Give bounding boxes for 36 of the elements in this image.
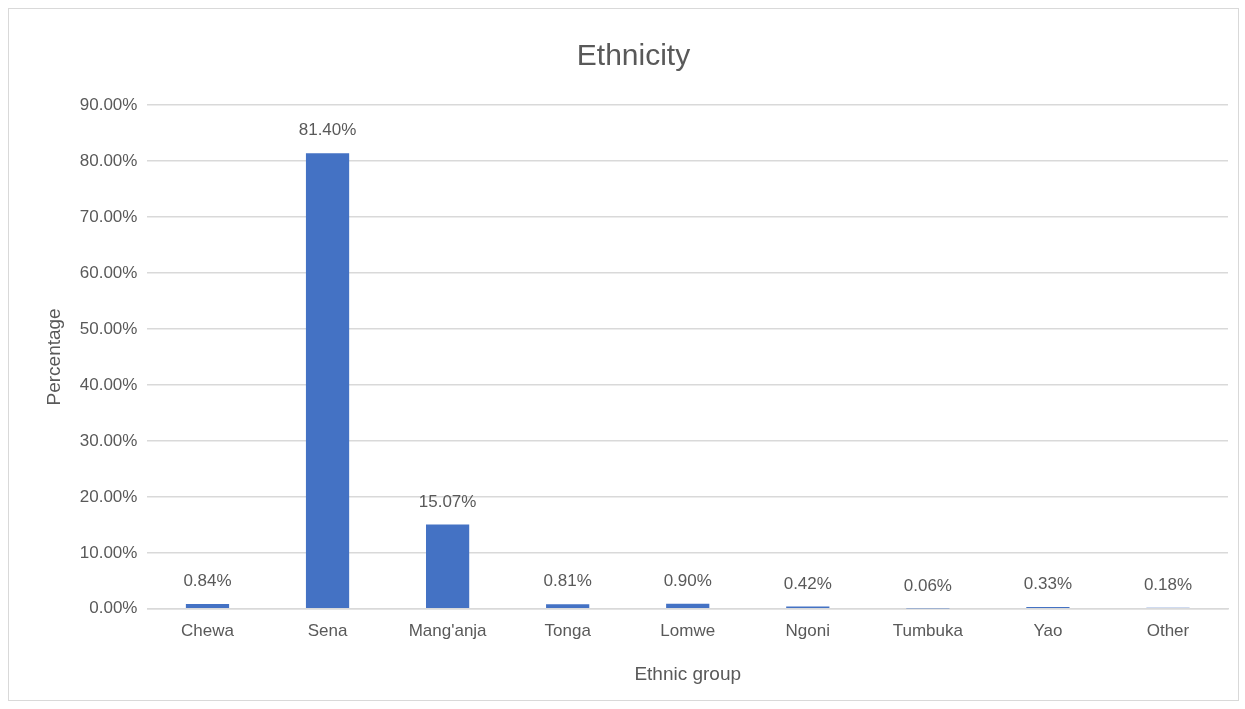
data-label: 0.42%	[783, 573, 832, 593]
data-label: 15.07%	[418, 491, 477, 511]
data-label: 0.18%	[1143, 574, 1193, 594]
data-label: 0.81%	[543, 571, 592, 591]
x-tick-label: Yao	[1033, 620, 1063, 640]
x-tick-label: Ngoni	[785, 620, 830, 640]
y-tick-label: 40.00%	[79, 374, 138, 394]
y-tick-label: 80.00%	[79, 150, 138, 170]
x-tick-label: Tumbuka	[892, 620, 964, 640]
data-label: 81.40%	[298, 120, 357, 140]
x-tick-label: Chewa	[181, 620, 235, 640]
y-tick-label: 90.00%	[79, 94, 138, 114]
data-label: 0.06%	[903, 575, 952, 595]
data-label: 0.33%	[1023, 574, 1073, 594]
y-tick-label: 0.00%	[89, 598, 138, 618]
x-axis-title: Ethnic group	[634, 662, 742, 684]
chart-title: Ethnicity	[576, 38, 691, 72]
x-tick-label: Tonga	[544, 620, 592, 640]
data-label: 0.84%	[183, 571, 232, 591]
bar	[426, 524, 470, 609]
x-tick-label: Sena	[307, 620, 348, 640]
y-tick-label: 20.00%	[79, 486, 138, 506]
x-tick-label: Mang'anja	[408, 620, 488, 640]
y-axis-title: Percentage	[42, 308, 64, 406]
y-tick-label: 50.00%	[79, 318, 138, 338]
bar	[305, 153, 350, 609]
bar	[666, 603, 710, 609]
y-tick-label: 10.00%	[79, 542, 138, 562]
bar	[185, 604, 230, 609]
data-label: 0.90%	[663, 570, 712, 590]
y-tick-label: 30.00%	[79, 430, 138, 450]
x-tick-label: Other	[1146, 620, 1190, 640]
y-tick-label: 60.00%	[79, 262, 138, 282]
bar	[546, 604, 590, 609]
x-tick-label: Lomwe	[660, 620, 716, 640]
y-tick-label: 70.00%	[79, 206, 138, 226]
